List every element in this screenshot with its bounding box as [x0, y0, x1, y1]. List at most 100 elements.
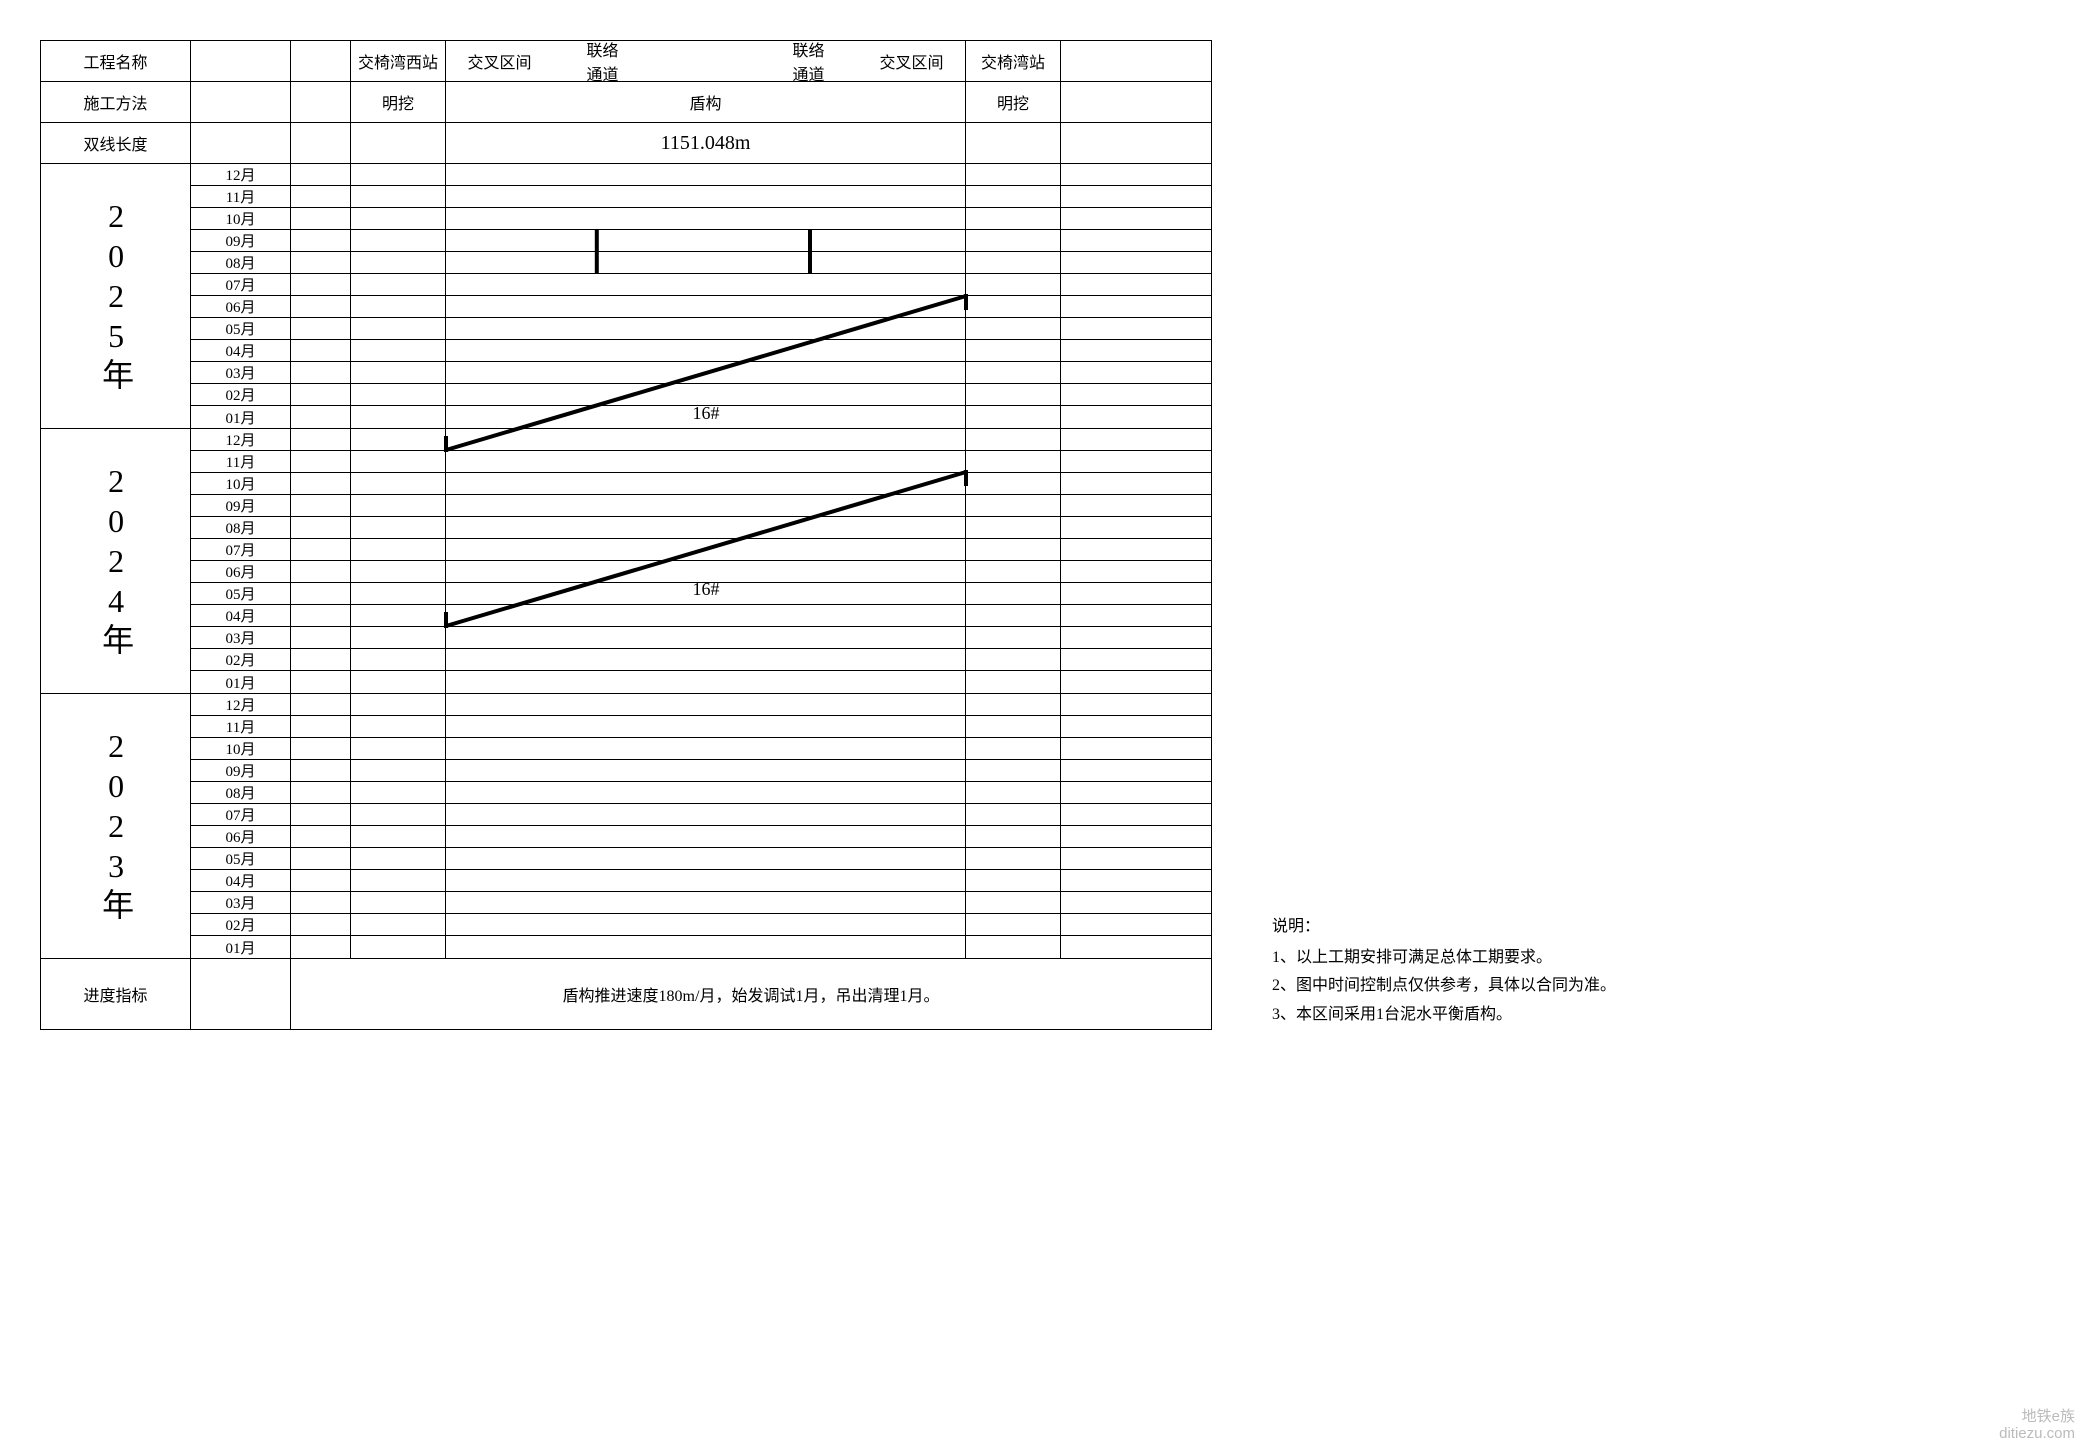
month-label: 10月 [191, 208, 291, 229]
month-label: 04月 [191, 340, 291, 361]
hdr-empty-a [191, 41, 291, 81]
month-label: 01月 [191, 406, 291, 428]
month-label: 01月 [191, 936, 291, 958]
hdr-sec-right: 交叉区间 [860, 45, 963, 77]
month-label: 11月 [191, 451, 291, 472]
method-left: 明挖 [351, 82, 446, 122]
month-row: 10月 [191, 473, 1211, 495]
note-item: 2、图中时间控制点仅供参考，具体以合同为准。 [1272, 972, 1616, 1001]
month-row: 08月 [191, 782, 1211, 804]
month-label: 06月 [191, 296, 291, 317]
month-row: 02月 [191, 914, 1211, 936]
month-label: 09月 [191, 230, 291, 251]
month-label: 08月 [191, 517, 291, 538]
month-row: 04月 [191, 870, 1211, 892]
month-label: 03月 [191, 892, 291, 913]
month-row: 01月 [191, 406, 1211, 428]
month-label: 02月 [191, 649, 291, 670]
month-row: 07月 [191, 274, 1211, 296]
month-row: 07月 [191, 539, 1211, 561]
month-label: 05月 [191, 583, 291, 604]
hdr-mid-sections: 交叉区间 联络 通道 联络 通道 交叉区间 [446, 41, 966, 81]
month-row: 03月 [191, 627, 1211, 649]
method-right: 明挖 [966, 82, 1061, 122]
month-label: 12月 [191, 694, 291, 715]
month-row: 03月 [191, 892, 1211, 914]
month-row: 12月 [191, 694, 1211, 716]
month-row: 09月 [191, 495, 1211, 517]
method-mid: 盾构 [446, 82, 966, 122]
month-row: 08月 [191, 517, 1211, 539]
month-row: 05月 [191, 848, 1211, 870]
month-label: 05月 [191, 318, 291, 339]
month-label: 07月 [191, 274, 291, 295]
hdr-empty-b [291, 41, 351, 81]
month-label: 04月 [191, 870, 291, 891]
month-row: 05月 [191, 583, 1211, 605]
month-label: 07月 [191, 539, 291, 560]
month-row: 11月 [191, 186, 1211, 208]
schedule-table: 工程名称 交椅湾西站 交叉区间 联络 通道 联络 通道 交叉区间 交椅湾站 施工… [40, 40, 1212, 1030]
hdr-pass-left: 联络 通道 [551, 45, 654, 77]
year-label: 2024年 [41, 429, 191, 693]
month-row: 11月 [191, 716, 1211, 738]
month-row: 06月 [191, 296, 1211, 318]
month-row: 10月 [191, 208, 1211, 230]
footer-text: 盾构推进速度180m/月，始发调试1月，吊出清理1月。 [291, 959, 1211, 1029]
month-row: 12月 [191, 164, 1211, 186]
month-row: 03月 [191, 362, 1211, 384]
hdr-rem-1 [1061, 41, 1211, 81]
month-label: 11月 [191, 186, 291, 207]
note-item: 3、本区间采用1台泥水平衡盾构。 [1272, 1001, 1616, 1030]
hdr-west-station: 交椅湾西站 [351, 41, 446, 81]
month-row: 12月 [191, 429, 1211, 451]
year-label: 2025年 [41, 164, 191, 428]
hdr-east-station: 交椅湾站 [966, 41, 1061, 81]
notes-block: 说明： 1、以上工期安排可满足总体工期要求。 2、图中时间控制点仅供参考，具体以… [1272, 913, 1616, 1030]
month-label: 10月 [191, 473, 291, 494]
month-row: 01月 [191, 936, 1211, 958]
month-label: 12月 [191, 429, 291, 450]
footer-label: 进度指标 [41, 959, 191, 1029]
month-row: 04月 [191, 605, 1211, 627]
month-row: 01月 [191, 671, 1211, 693]
month-row: 05月 [191, 318, 1211, 340]
hdr-length: 双线长度 [41, 123, 191, 163]
month-row: 02月 [191, 384, 1211, 406]
month-label: 12月 [191, 164, 291, 185]
month-label: 05月 [191, 848, 291, 869]
year-label: 2023年 [41, 694, 191, 958]
month-row: 08月 [191, 252, 1211, 274]
month-label: 06月 [191, 561, 291, 582]
month-label: 06月 [191, 826, 291, 847]
gantt-area: 2025年12月11月10月09月08月07月06月05月04月03月02月01… [41, 164, 1211, 958]
month-label: 09月 [191, 495, 291, 516]
hdr-pass-right: 联络 通道 [757, 45, 860, 77]
length-value: 1151.048m [446, 123, 966, 163]
notes-title: 说明： [1272, 913, 1616, 942]
month-label: 03月 [191, 627, 291, 648]
month-row: 07月 [191, 804, 1211, 826]
watermark: 地铁e族 ditiezu.com [1999, 1409, 2075, 1442]
month-label: 10月 [191, 738, 291, 759]
month-label: 11月 [191, 716, 291, 737]
month-label: 03月 [191, 362, 291, 383]
month-row: 06月 [191, 561, 1211, 583]
note-item: 1、以上工期安排可满足总体工期要求。 [1272, 944, 1616, 973]
month-label: 07月 [191, 804, 291, 825]
month-row: 11月 [191, 451, 1211, 473]
month-label: 08月 [191, 252, 291, 273]
month-row: 04月 [191, 340, 1211, 362]
month-label: 04月 [191, 605, 291, 626]
hdr-project: 工程名称 [41, 41, 191, 81]
month-label: 02月 [191, 914, 291, 935]
month-label: 01月 [191, 671, 291, 693]
month-row: 02月 [191, 649, 1211, 671]
month-label: 08月 [191, 782, 291, 803]
month-row: 10月 [191, 738, 1211, 760]
month-row: 09月 [191, 230, 1211, 252]
month-row: 06月 [191, 826, 1211, 848]
month-label: 02月 [191, 384, 291, 405]
hdr-method: 施工方法 [41, 82, 191, 122]
month-label: 09月 [191, 760, 291, 781]
